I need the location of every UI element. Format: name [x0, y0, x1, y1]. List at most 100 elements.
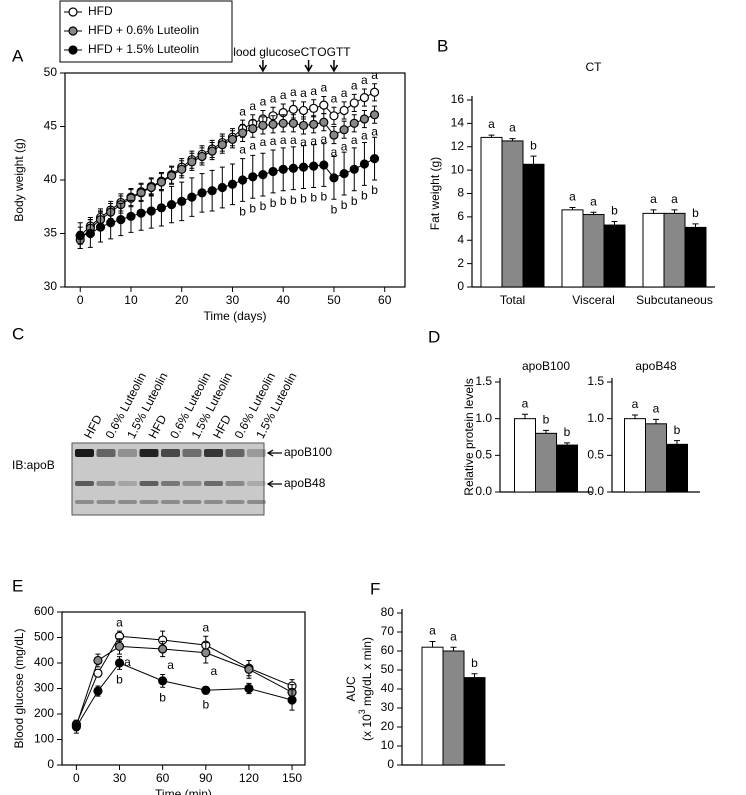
legend-label: HFD + 0.6% Luteolin — [88, 23, 199, 37]
y-tick-label: 70 — [381, 624, 395, 638]
data-point — [106, 218, 116, 228]
band-top — [182, 449, 202, 457]
significance-letter: a — [270, 134, 277, 148]
significance-letter: a — [331, 145, 338, 159]
bar — [642, 212, 665, 288]
legend-marker — [68, 45, 78, 55]
series-line — [75, 635, 293, 725]
significance-letter: b — [280, 194, 287, 208]
data-point — [227, 134, 238, 144]
series-line — [80, 158, 375, 237]
band-top — [225, 449, 245, 457]
data-point — [359, 114, 370, 124]
significance-letter: b — [564, 425, 571, 439]
data-point — [248, 172, 258, 182]
band-top — [139, 449, 159, 457]
significance-letter: a — [341, 86, 348, 100]
x-tick-label: 60 — [156, 771, 170, 785]
y-tick-label: 60 — [381, 643, 395, 657]
data-point — [278, 164, 288, 174]
data-point — [298, 120, 309, 131]
significance-letter: a — [124, 655, 131, 669]
significance-letter: a — [202, 620, 209, 634]
row-label: IB:apoB — [12, 458, 55, 472]
x-tick-label: 50 — [327, 293, 341, 307]
significance-letter: a — [116, 615, 123, 629]
y-tick-label: 45 — [44, 119, 58, 133]
data-point — [349, 164, 359, 174]
significance-letter: a — [249, 99, 256, 113]
y-tick-label: 10 — [451, 162, 465, 176]
error-bar — [509, 138, 516, 141]
data-point — [217, 140, 227, 150]
significance-letter: a — [632, 397, 639, 411]
data-point — [136, 208, 146, 218]
x-tick-label: 150 — [282, 771, 302, 785]
error-bar — [611, 221, 618, 226]
data-point — [158, 644, 168, 654]
significance-letter: b — [320, 190, 327, 204]
data-point — [359, 93, 370, 103]
band-label: apoB48 — [284, 476, 326, 490]
band-top — [161, 449, 180, 457]
y-tick-label: 20 — [381, 719, 395, 733]
significance-letter: a — [351, 133, 358, 147]
error-bar — [530, 155, 537, 165]
event-arrow — [258, 60, 268, 73]
data-point — [146, 206, 156, 216]
y-axis-label: (x 103 mg/dL x min) — [357, 637, 374, 741]
band-bottom — [204, 481, 223, 486]
significance-letter: b — [202, 697, 209, 711]
band-faint — [204, 500, 223, 504]
significance-letter: a — [653, 402, 660, 416]
y-tick-label: 2 — [457, 256, 464, 270]
significance-letter: a — [341, 139, 348, 153]
error-bar — [543, 429, 549, 434]
data-point — [166, 171, 177, 181]
band-faint — [182, 500, 202, 504]
legend-label: HFD — [88, 4, 113, 18]
y-tick-label: 12 — [451, 139, 465, 153]
data-point — [156, 203, 167, 213]
bar — [501, 140, 524, 288]
y-tick-label: 600 — [34, 604, 54, 618]
y-tick-label: 0 — [387, 757, 394, 771]
y-tick-label: 80 — [381, 605, 395, 619]
error-bar — [590, 211, 597, 215]
data-point — [319, 100, 329, 110]
y-tick-label: 100 — [34, 732, 54, 746]
bar — [480, 136, 503, 288]
band-faint — [225, 500, 245, 504]
error-bar — [450, 646, 457, 651]
data-point — [187, 192, 197, 202]
bar — [645, 423, 667, 493]
bar — [561, 209, 584, 288]
significance-letter: b — [351, 194, 358, 208]
significance-letter: a — [260, 95, 267, 109]
chart-title: CT — [586, 60, 603, 74]
y-tick-label: 0 — [47, 757, 54, 771]
significance-letter: a — [239, 143, 246, 157]
significance-letter: b — [341, 198, 348, 212]
error-bar — [650, 209, 657, 214]
significance-letter: a — [590, 194, 597, 208]
y-tick-label: 400 — [34, 655, 54, 669]
band-bottom — [118, 481, 137, 486]
data-point — [298, 162, 309, 172]
band-bottom — [225, 481, 245, 486]
band-bottom — [247, 481, 266, 486]
y-tick-label: 40 — [381, 681, 395, 695]
legend-marker — [68, 26, 78, 36]
y-tick-label: 300 — [34, 681, 54, 695]
significance-letter: b — [371, 183, 378, 197]
significance-letter: a — [270, 91, 277, 105]
data-point — [114, 641, 125, 652]
y-tick-label: 14 — [451, 116, 465, 130]
data-point — [329, 130, 339, 140]
y-tick-label: 0.5 — [475, 448, 492, 462]
chart-title: apoB100 — [522, 359, 570, 373]
data-point — [156, 177, 167, 187]
data-point — [329, 173, 339, 183]
significance-letter: a — [239, 104, 246, 118]
